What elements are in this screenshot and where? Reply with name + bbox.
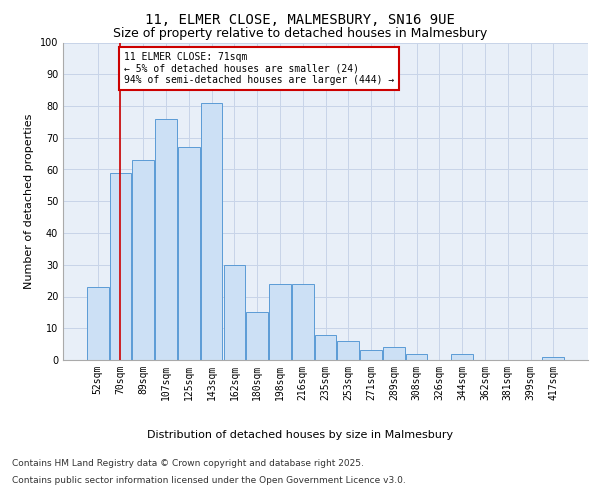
Bar — [451, 354, 473, 360]
Bar — [337, 341, 359, 360]
Text: Size of property relative to detached houses in Malmesbury: Size of property relative to detached ho… — [113, 28, 487, 40]
Bar — [201, 103, 223, 360]
Text: Distribution of detached houses by size in Malmesbury: Distribution of detached houses by size … — [147, 430, 453, 440]
Text: Contains public sector information licensed under the Open Government Licence v3: Contains public sector information licen… — [12, 476, 406, 485]
Bar — [383, 348, 404, 360]
Bar — [155, 118, 177, 360]
Bar — [247, 312, 268, 360]
Bar — [360, 350, 382, 360]
Bar — [133, 160, 154, 360]
Bar — [224, 265, 245, 360]
Text: 11 ELMER CLOSE: 71sqm
← 5% of detached houses are smaller (24)
94% of semi-detac: 11 ELMER CLOSE: 71sqm ← 5% of detached h… — [124, 52, 394, 85]
Bar — [292, 284, 314, 360]
Y-axis label: Number of detached properties: Number of detached properties — [24, 114, 34, 289]
Bar — [314, 334, 337, 360]
Bar — [269, 284, 291, 360]
Bar — [87, 287, 109, 360]
Bar — [542, 357, 564, 360]
Bar — [406, 354, 427, 360]
Text: 11, ELMER CLOSE, MALMESBURY, SN16 9UE: 11, ELMER CLOSE, MALMESBURY, SN16 9UE — [145, 12, 455, 26]
Bar — [110, 172, 131, 360]
Text: Contains HM Land Registry data © Crown copyright and database right 2025.: Contains HM Land Registry data © Crown c… — [12, 458, 364, 468]
Bar — [178, 148, 200, 360]
